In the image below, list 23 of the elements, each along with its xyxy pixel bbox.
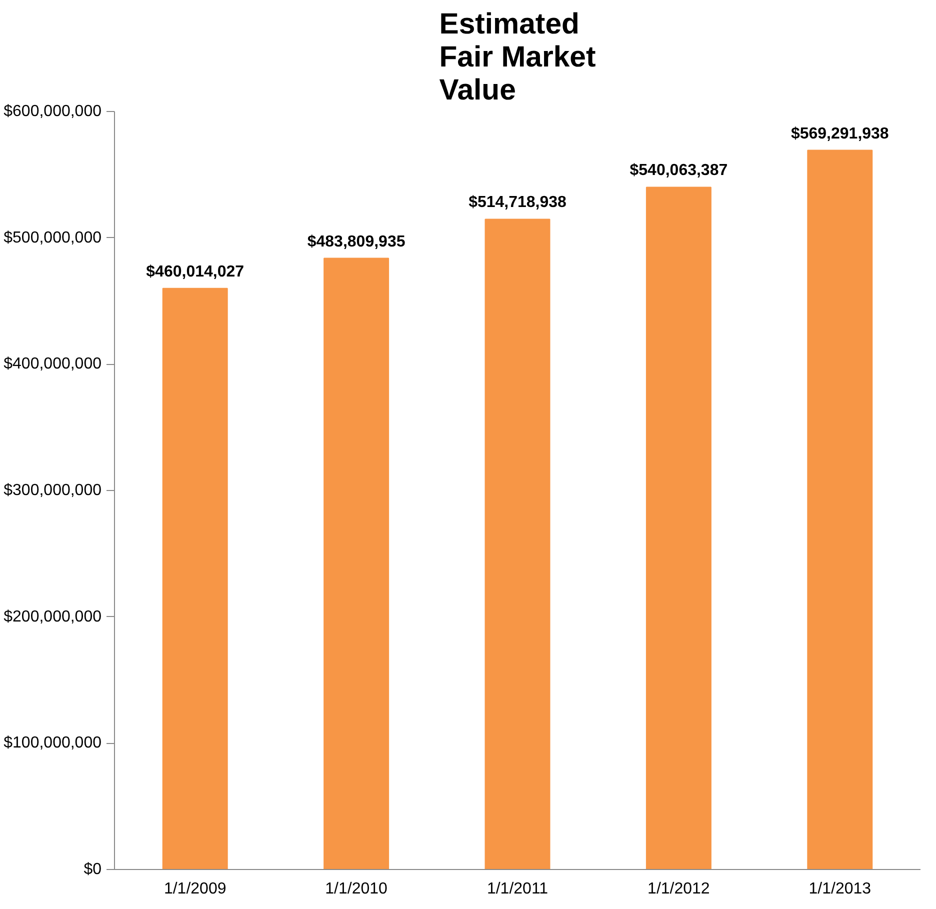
bar bbox=[646, 186, 712, 870]
data-label: $540,063,387 bbox=[630, 162, 728, 180]
x-tick-label: 1/1/2012 bbox=[648, 880, 710, 898]
bar bbox=[807, 150, 873, 870]
x-tick-label: 1/1/2011 bbox=[486, 880, 548, 898]
y-tick-label: $600,000,000 bbox=[4, 103, 102, 120]
x-tick-label: 1/1/2009 bbox=[164, 880, 226, 898]
chart-title: Estimated Fair Market Value bbox=[439, 8, 596, 106]
data-label: $483,809,935 bbox=[307, 233, 406, 250]
bar bbox=[484, 218, 550, 870]
bar bbox=[162, 288, 228, 870]
data-label: $514,718,938 bbox=[468, 194, 567, 212]
y-tick-label: $100,000,000 bbox=[4, 734, 102, 752]
y-tick-label: $400,000,000 bbox=[4, 356, 102, 373]
y-tick-label: $300,000,000 bbox=[4, 482, 102, 499]
bar bbox=[324, 258, 390, 870]
y-tick-label: $200,000,000 bbox=[4, 608, 102, 626]
data-label: $460,014,027 bbox=[146, 263, 244, 280]
x-tick-label: 1/1/2013 bbox=[808, 880, 872, 898]
y-tick-label: $0 bbox=[84, 861, 102, 878]
data-label: $569,291,938 bbox=[790, 125, 889, 142]
x-tick-label: 1/1/2010 bbox=[325, 880, 388, 898]
y-tick-label: $500,000,000 bbox=[4, 229, 102, 246]
